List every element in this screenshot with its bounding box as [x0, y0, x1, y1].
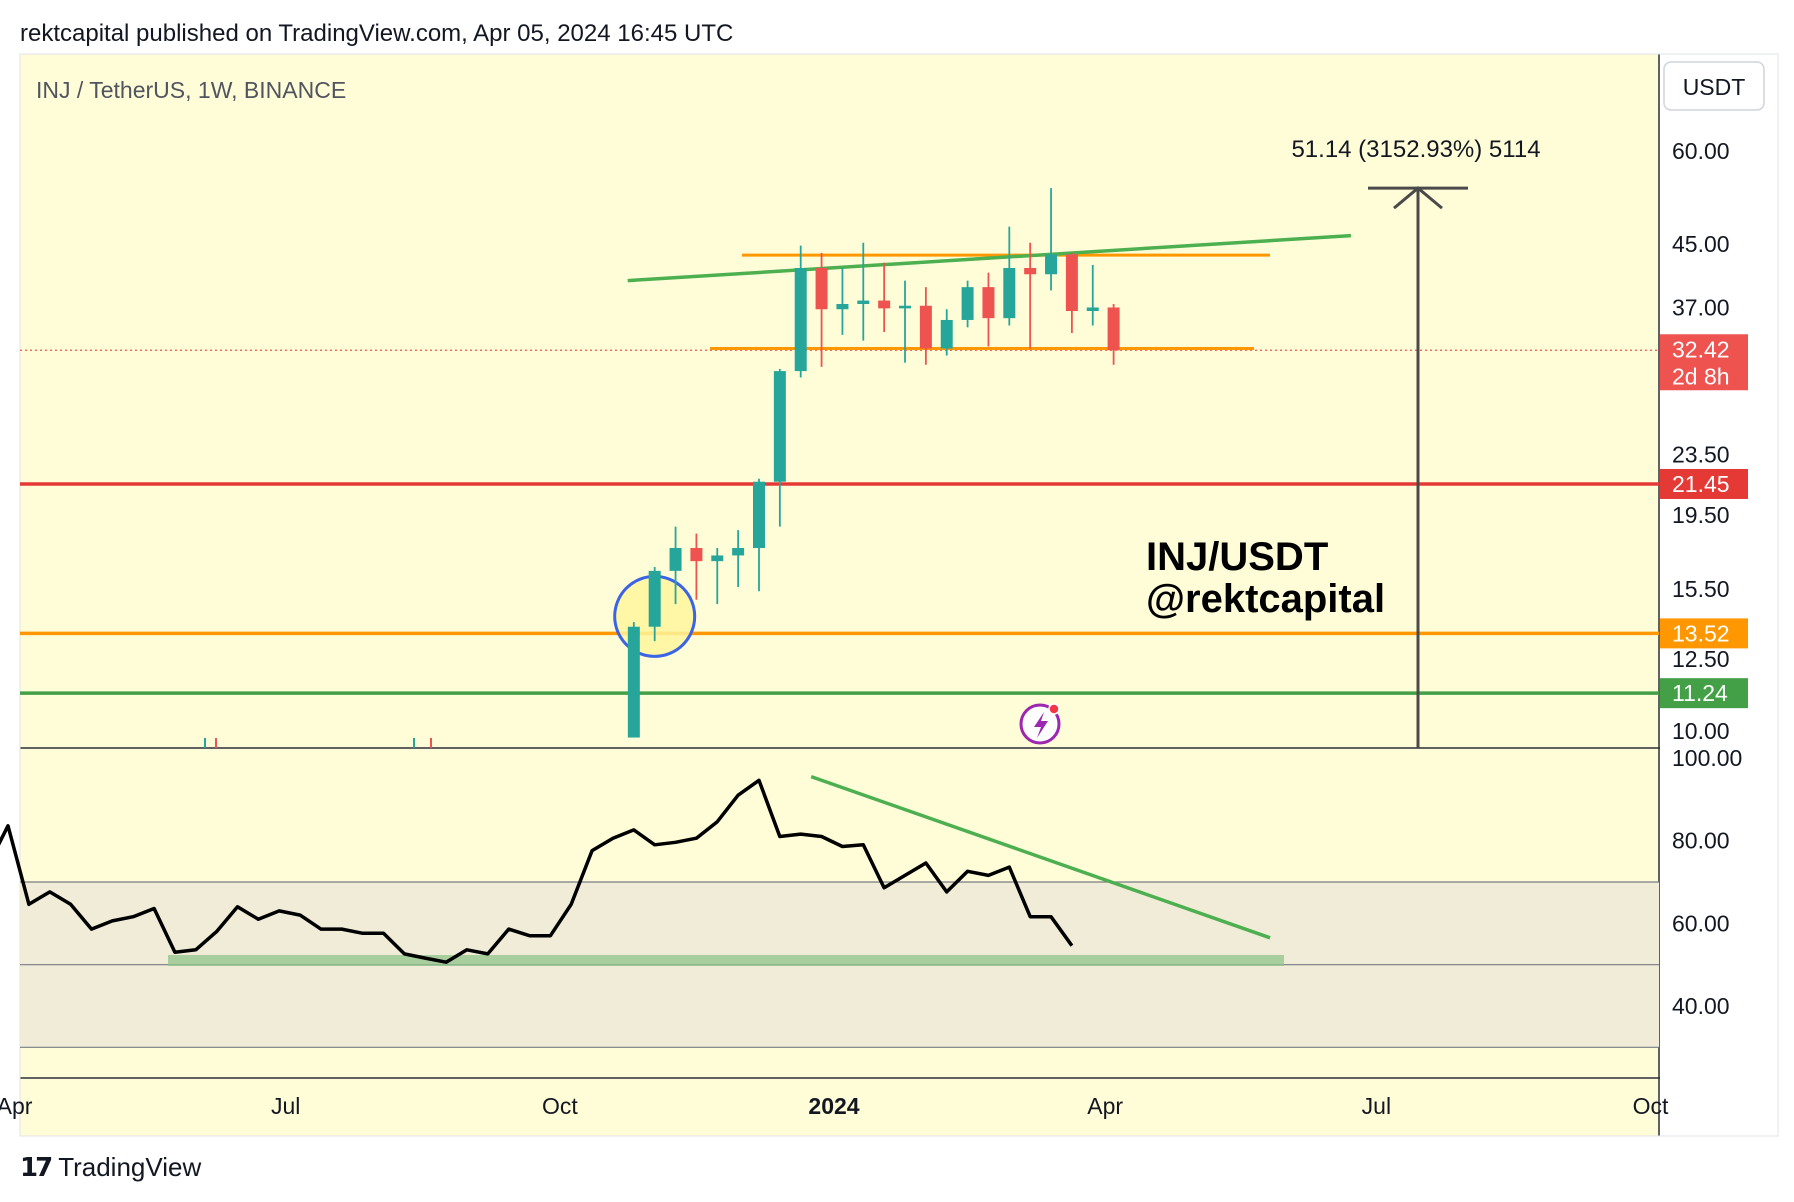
- price-tag-bg-3: [1660, 678, 1748, 709]
- candle-body-20: [1045, 254, 1058, 275]
- time-tick-label-1: Jul: [271, 1093, 300, 1119]
- price-tag-countdown-0: 2d 8h: [1672, 363, 1730, 389]
- price-axis-background: [1660, 54, 1778, 1136]
- price-tag-bg-1: [1660, 468, 1748, 499]
- tradingview-logo[interactable]: 17 TradingView: [20, 1152, 201, 1183]
- candle-body-18: [1003, 268, 1016, 319]
- candle-body-13: [899, 305, 912, 309]
- symbol-label: INJ / TetherUS, 1W, BINANCE: [36, 77, 346, 103]
- candle-body-6: [752, 481, 765, 549]
- candle-body-10: [836, 304, 849, 310]
- tradingview-brand-label: TradingView: [58, 1152, 202, 1182]
- candle-body-9: [815, 268, 828, 310]
- candle-body-19: [1024, 268, 1037, 275]
- currency-button[interactable]: USDT: [1663, 61, 1765, 111]
- publish-info: rektcapital published on TradingView.com…: [20, 20, 734, 47]
- candle-body-3: [690, 548, 703, 562]
- candle-body-12: [878, 300, 891, 309]
- rsi-line: [0, 778, 1074, 964]
- watermark-line2: @rektcapital: [1146, 577, 1385, 621]
- candle-body-4: [711, 555, 724, 562]
- price-tick-label-3: 23.50: [1672, 441, 1730, 467]
- time-tick-label-6: Oct: [1633, 1093, 1669, 1119]
- price-layer: [20, 186, 1659, 748]
- price-trendline: [627, 233, 1352, 283]
- candle-body-2: [669, 548, 682, 571]
- watermark-line1: INJ/USDT: [1146, 535, 1328, 579]
- price-tick-label-5: 15.50: [1672, 576, 1730, 602]
- candle-body-22: [1086, 307, 1099, 312]
- time-tick-label-0: Apr: [0, 1093, 33, 1119]
- price-tick-label-2: 37.00: [1672, 294, 1730, 320]
- candle-body-15: [940, 319, 953, 349]
- price-tick-label-7: 10.00: [1672, 718, 1730, 744]
- chart-frame: [19, 53, 1779, 1137]
- price-tick-label-4: 19.50: [1672, 502, 1730, 528]
- price-tick-label-6: 12.50: [1672, 646, 1730, 672]
- candle-body-17: [982, 287, 995, 319]
- rsi-tick-label-2: 60.00: [1672, 910, 1730, 936]
- candle-body-21: [1065, 254, 1078, 312]
- candle-body-16: [961, 287, 974, 320]
- candle-body-8: [794, 268, 807, 372]
- rsi-tick-label-0: 100.00: [1672, 745, 1742, 771]
- rsi-trendline: [810, 774, 1271, 940]
- candle-body-14: [919, 305, 932, 349]
- lightning-event-icon[interactable]: [1019, 703, 1061, 745]
- time-axis-background: [20, 1078, 1660, 1136]
- axis-layer: 60.00 45.00 37.00 23.50 19.50 15.50 12.50 10.00…: [0, 138, 1748, 1119]
- price-tag-bg-2: [1660, 618, 1748, 649]
- candle-body-0: [627, 626, 640, 738]
- price-tag-label-3: 11.24: [1672, 680, 1728, 706]
- currency-button-label: USDT: [1683, 74, 1746, 100]
- time-tick-label-4: Apr: [1087, 1093, 1123, 1119]
- price-tag-label-1: 21.45: [1672, 471, 1730, 497]
- candle-body-23: [1107, 307, 1120, 351]
- measure-label: 51.14 (3152.93%) 5114: [1291, 136, 1540, 163]
- rsi-tick-label-3: 40.00: [1672, 993, 1730, 1019]
- rsi-tick-label-1: 80.00: [1672, 828, 1730, 854]
- price-tick-label-0: 60.00: [1672, 138, 1730, 164]
- price-tick-label-1: 45.00: [1672, 231, 1730, 257]
- candle-body-1: [648, 570, 661, 627]
- time-tick-label-3: 2024: [808, 1093, 859, 1119]
- candle-body-11: [857, 300, 870, 305]
- rsi-layer: [0, 774, 1659, 1048]
- time-tick-label-5: Jul: [1362, 1093, 1391, 1119]
- measure-arrow-head: [1393, 186, 1443, 210]
- price-tag-bg-0: [1660, 334, 1748, 391]
- price-tag-label-2: 13.52: [1672, 620, 1730, 646]
- tradingview-logo-icon: 17: [20, 1152, 53, 1183]
- price-tag-label-0: 32.42: [1672, 336, 1730, 362]
- candle-body-7: [773, 371, 786, 482]
- time-tick-label-2: Oct: [542, 1093, 578, 1119]
- candle-body-5: [732, 548, 745, 556]
